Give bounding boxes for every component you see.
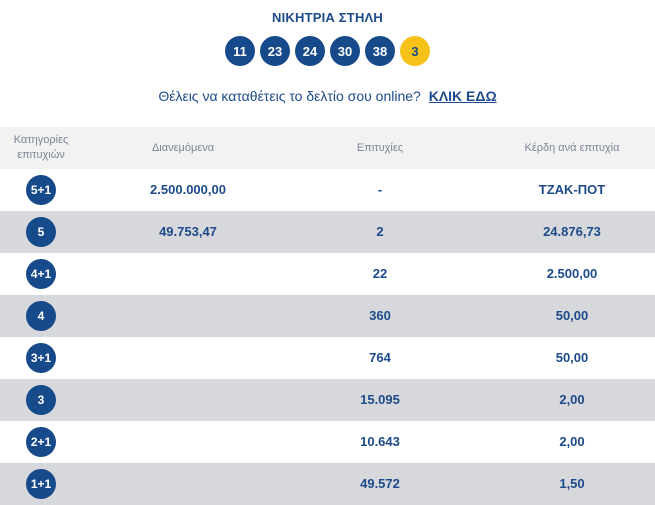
- prize-value: 1,50: [559, 476, 585, 491]
- table-row: 4 360 50,00: [0, 295, 655, 337]
- winners-value: 10.643: [360, 434, 400, 449]
- table-row: 5 49.753,47 2 24.876,73: [0, 211, 655, 253]
- winners-value: 49.572: [360, 476, 400, 491]
- click-here-link[interactable]: ΚΛΙΚ ΕΔΩ: [428, 88, 497, 104]
- online-promo: Θέλεις να καταθέτεις το δελτίο σου onlin…: [0, 88, 655, 104]
- prize-value: 2.500,00: [546, 266, 598, 281]
- category-badge: 5: [26, 217, 56, 247]
- number-ball: 38: [365, 36, 395, 66]
- category-badge: 4: [26, 301, 56, 331]
- winning-line-title: ΝΙΚΗΤΡΙΑ ΣΤΗΛΗ: [272, 10, 383, 25]
- winning-numbers: 11 23 24 30 38 3: [0, 36, 655, 66]
- distributed-value: 2.500.000,00: [150, 182, 226, 197]
- number-ball: 24: [295, 36, 325, 66]
- category-badge: 5+1: [26, 175, 56, 205]
- prize-value: 2,00: [559, 434, 585, 449]
- category-badge: 1+1: [26, 469, 56, 499]
- winners-value: 22: [372, 266, 388, 281]
- winners-value: -: [377, 182, 383, 197]
- winners-value: 2: [376, 224, 384, 239]
- bonus-ball: 3: [400, 36, 430, 66]
- winners-value: 360: [369, 308, 391, 323]
- table-row: 4+1 22 2.500,00: [0, 253, 655, 295]
- number-ball: 11: [225, 36, 255, 66]
- table-header: Κατηγορίες επιτυχιών Διανεμόμενα Επιτυχί…: [0, 127, 655, 169]
- table-row: 5+1 2.500.000,00 - ΤΖΑΚ-ΠΟΤ: [0, 169, 655, 211]
- category-badge: 4+1: [26, 259, 56, 289]
- table-row: 1+1 49.572 1,50: [0, 463, 655, 505]
- prize-value: 50,00: [555, 308, 589, 323]
- winners-value: 15.095: [360, 392, 400, 407]
- prize-value: 2,00: [559, 392, 585, 407]
- category-badge: 3: [26, 385, 56, 415]
- category-badge: 2+1: [26, 427, 56, 457]
- table-row: 3 15.095 2,00: [0, 379, 655, 421]
- winners-value: 764: [369, 350, 391, 365]
- promo-text: Θέλεις να καταθέτεις το δελτίο σου onlin…: [158, 88, 421, 104]
- header-category: Κατηγορίες επιτυχιών: [13, 134, 69, 161]
- header-prize: Κέρδη ανά επιτυχία: [524, 142, 620, 154]
- table-row: 2+1 10.643 2,00: [0, 421, 655, 463]
- table-row: 3+1 764 50,00: [0, 337, 655, 379]
- distributed-value: 49.753,47: [159, 224, 217, 239]
- number-ball: 23: [260, 36, 290, 66]
- prize-value: 50,00: [555, 350, 589, 365]
- number-ball: 30: [330, 36, 360, 66]
- prize-value: ΤΖΑΚ-ΠΟΤ: [538, 182, 606, 197]
- header-winners: Επιτυχίες: [356, 142, 404, 154]
- header-distributed: Διανεμόμενα: [151, 142, 215, 154]
- category-badge: 3+1: [26, 343, 56, 373]
- prize-value: 24.876,73: [543, 224, 601, 239]
